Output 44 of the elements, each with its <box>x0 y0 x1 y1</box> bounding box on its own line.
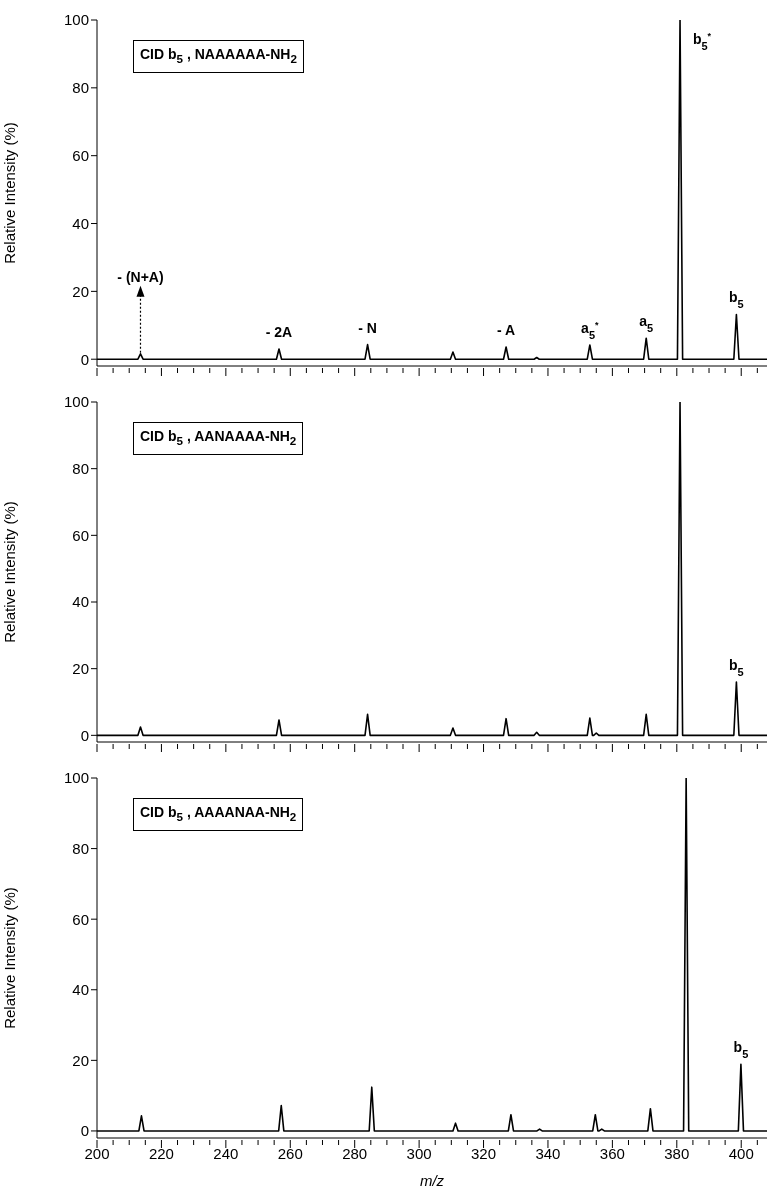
x-tick-label: 300 <box>406 1145 432 1162</box>
annotation: - A <box>497 322 516 338</box>
y-axis-title: Relative Intensity (%) <box>1 122 19 264</box>
x-tick-label: 220 <box>148 1145 174 1162</box>
x-tick-label: 200 <box>84 1145 110 1162</box>
annotation: - N <box>358 319 377 336</box>
annotation: a$_{5}$ <box>639 313 654 335</box>
y-tick-label: 100 <box>63 393 89 411</box>
y-tick-label: 80 <box>72 459 89 477</box>
x-tick-label: 360 <box>599 1145 625 1162</box>
x-tick-label: 340 <box>535 1145 561 1162</box>
annotation: CID b$_{5}$ , NAAAAAA-NH$_{2}$ <box>133 40 304 73</box>
y-tick-label: 20 <box>72 282 89 300</box>
y-tick-label: 100 <box>63 11 89 29</box>
annotation: CID b$_{5}$ , AANAAAA-NH$_{2}$ <box>133 422 304 455</box>
y-tick-label: 100 <box>63 769 89 787</box>
y-tick-label: 0 <box>80 350 89 368</box>
y-tick-label: 60 <box>72 147 89 165</box>
y-tick-label: 40 <box>72 593 89 611</box>
y-tick-label: 60 <box>72 526 89 544</box>
y-tick-label: 40 <box>72 214 89 232</box>
x-tick-label: 400 <box>728 1145 754 1162</box>
y-tick-label: 60 <box>72 910 89 928</box>
annotation: b$_{5}$ <box>733 1039 749 1061</box>
y-tick-label: 80 <box>72 79 89 97</box>
x-tick-label: 320 <box>471 1145 497 1162</box>
x-tick-label: 240 <box>213 1145 239 1162</box>
y-tick-label: 0 <box>80 726 89 744</box>
y-tick-label: 40 <box>72 981 89 999</box>
y-tick-label: 80 <box>72 839 89 857</box>
x-tick-label: 280 <box>342 1145 368 1162</box>
y-tick-label: 20 <box>72 659 89 677</box>
y-axis-title: Relative Intensity (%) <box>1 887 19 1029</box>
y-tick-label: 20 <box>72 1051 89 1069</box>
annotation: b$_{5}$ <box>729 657 744 678</box>
annotation: CID b$_{5}$ , AAAANAA-NH$_{2}$ <box>133 798 304 831</box>
x-tick-label: 380 <box>664 1145 690 1162</box>
y-axis-title: Relative Intensity (%) <box>1 501 19 643</box>
y-tick-label: 0 <box>80 1122 89 1140</box>
annotation: b$_{5}$ <box>729 289 744 311</box>
x-tick-label: 260 <box>277 1145 303 1162</box>
annotation: - (N+A) <box>117 268 164 285</box>
x-axis-title: m/z <box>419 1172 445 1186</box>
annotation: - 2A <box>265 324 293 341</box>
